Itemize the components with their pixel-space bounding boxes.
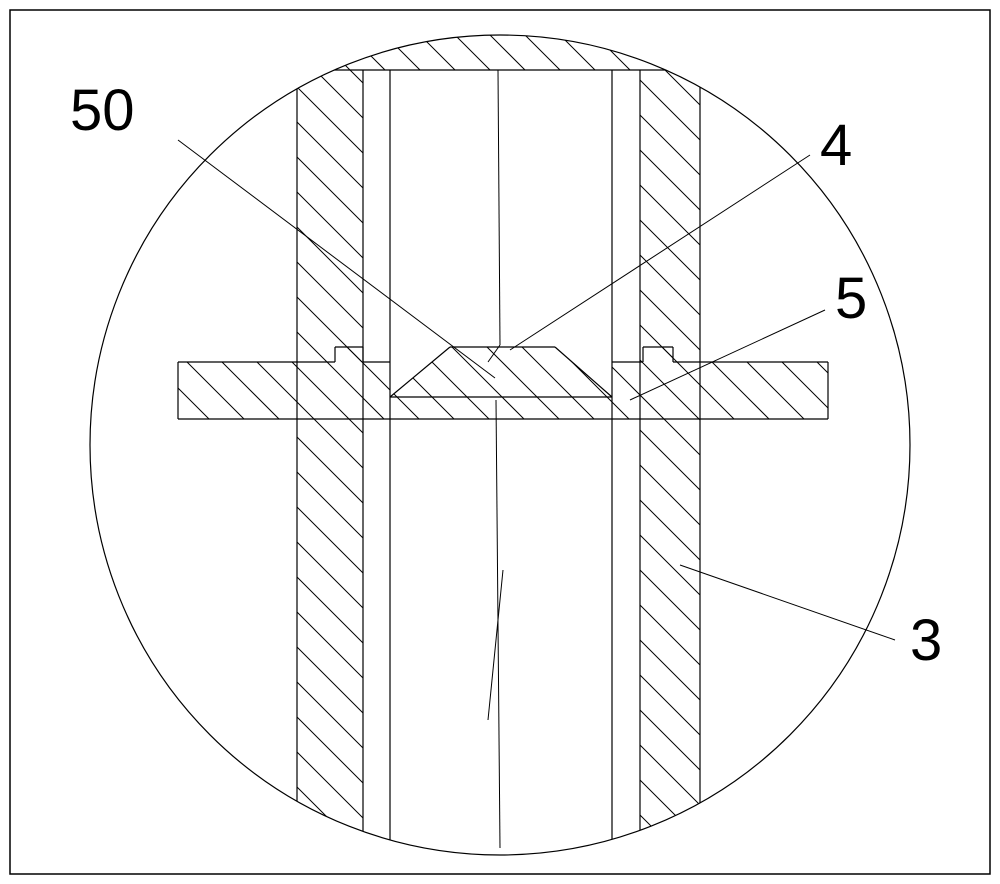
label-3: 3 xyxy=(910,608,942,673)
label-4: 4 xyxy=(820,113,852,178)
label-5: 5 xyxy=(835,266,867,331)
label-50: 50 xyxy=(70,78,135,143)
